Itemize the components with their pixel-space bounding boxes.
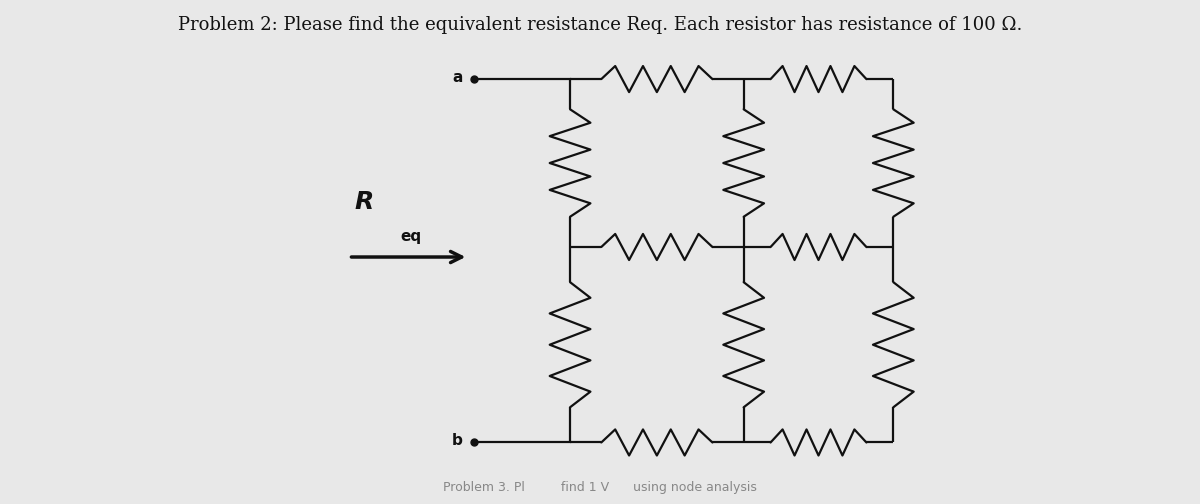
Text: eq: eq <box>400 229 421 244</box>
Text: R: R <box>354 190 374 214</box>
Text: a: a <box>452 70 462 85</box>
Text: b: b <box>451 433 462 449</box>
Text: Problem 2: Please find the equivalent resistance Req. Each resistor has resistan: Problem 2: Please find the equivalent re… <box>178 17 1022 34</box>
Text: Problem 3. Pl         find 1 V      using node analysis: Problem 3. Pl find 1 V using node analys… <box>443 481 757 493</box>
